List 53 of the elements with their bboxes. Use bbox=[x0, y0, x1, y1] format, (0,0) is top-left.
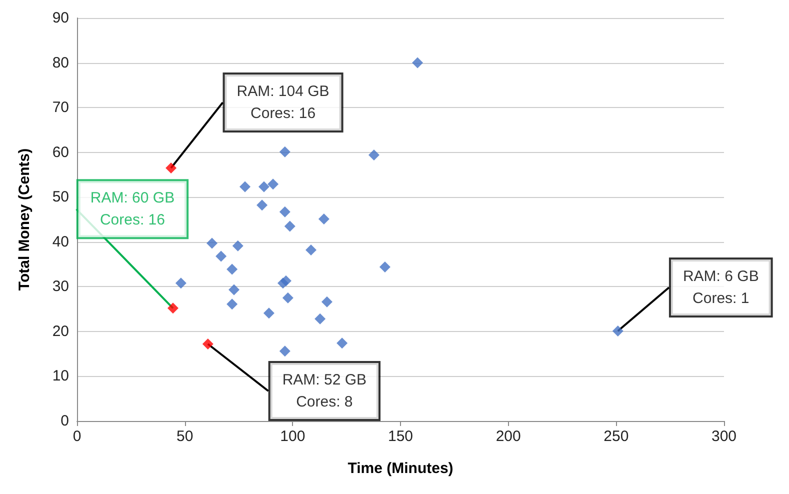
point bbox=[232, 240, 244, 252]
annotation: RAM: 52 GB Cores: 8 bbox=[282, 371, 367, 410]
point bbox=[228, 284, 240, 296]
x-tick-label: 200 bbox=[496, 428, 521, 445]
point bbox=[279, 346, 290, 357]
y-tick-label: 0 bbox=[60, 412, 69, 430]
point bbox=[167, 302, 178, 314]
point bbox=[175, 278, 186, 289]
annotation: RAM: 104 GB Cores: 16 bbox=[236, 83, 330, 122]
point bbox=[282, 292, 294, 304]
point bbox=[202, 338, 214, 350]
point bbox=[612, 325, 624, 336]
point bbox=[279, 206, 290, 218]
point bbox=[314, 313, 326, 324]
y-tick-label: 90 bbox=[52, 10, 69, 26]
point bbox=[321, 296, 332, 308]
x-tick-label: 300 bbox=[711, 428, 737, 445]
annotation: RAM: 60 GB Cores: 16 bbox=[90, 190, 175, 229]
y-tick-label: 40 bbox=[52, 233, 69, 250]
x-tick-label: 150 bbox=[388, 428, 414, 445]
point bbox=[318, 214, 330, 225]
point bbox=[226, 264, 238, 275]
point bbox=[279, 146, 290, 158]
point bbox=[263, 308, 274, 319]
y-tick-label: 20 bbox=[52, 322, 69, 340]
point bbox=[258, 181, 270, 192]
x-tick-label: 100 bbox=[280, 428, 306, 445]
y-tick-label: 70 bbox=[52, 99, 69, 116]
y-tick-label: 60 bbox=[52, 144, 69, 161]
x-tick-label: 50 bbox=[176, 428, 194, 445]
point bbox=[268, 178, 279, 190]
y-tick-label: 30 bbox=[52, 278, 69, 296]
point bbox=[256, 200, 268, 211]
point bbox=[306, 244, 316, 256]
point bbox=[216, 250, 227, 262]
annotation: RAM: 6 GB Cores: 1 bbox=[682, 268, 759, 307]
x-tick-label: 0 bbox=[72, 428, 82, 445]
y-tick-label: 10 bbox=[52, 368, 69, 385]
point bbox=[240, 181, 251, 192]
y-axis-title: Total Money (Cents) bbox=[16, 148, 33, 291]
point bbox=[226, 298, 238, 310]
point bbox=[284, 220, 296, 232]
y-tick-label: 80 bbox=[52, 54, 69, 72]
point bbox=[280, 275, 292, 286]
x-axis-title: Time (Minutes) bbox=[348, 460, 454, 477]
point bbox=[336, 338, 348, 349]
point bbox=[206, 238, 218, 249]
point bbox=[412, 57, 424, 68]
point bbox=[368, 150, 380, 161]
y-tick-label: 50 bbox=[52, 188, 69, 206]
point bbox=[379, 261, 390, 272]
x-tick-label: 250 bbox=[604, 428, 629, 445]
point bbox=[166, 162, 177, 174]
